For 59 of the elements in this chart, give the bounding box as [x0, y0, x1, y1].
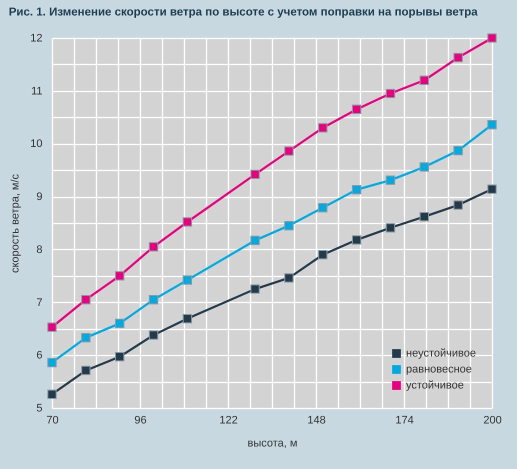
point [47, 358, 57, 368]
point [420, 76, 429, 85]
y-axis-title: скорость ветра, м/с [9, 173, 22, 274]
point [115, 352, 124, 362]
point [386, 223, 396, 232]
y-tick-label: 10 [30, 138, 42, 150]
legend-label: равновесное [406, 364, 472, 376]
point [284, 273, 294, 283]
point [148, 294, 158, 304]
x-tick-label: 200 [483, 414, 502, 426]
point [318, 250, 328, 260]
x-tick-label: 148 [307, 414, 326, 426]
point [47, 390, 57, 399]
chart-title: Рис. 1. Изменение скорости ветра по высоте с учетом поправки на порывы ветра [8, 6, 478, 18]
point [318, 123, 328, 133]
y-tick-label: 12 [30, 32, 42, 44]
x-tick-label: 174 [395, 414, 414, 426]
point [81, 333, 91, 342]
point [182, 275, 192, 285]
point [352, 185, 362, 194]
point [453, 146, 463, 156]
point [182, 314, 192, 324]
y-tick-label: 9 [36, 191, 42, 204]
point [487, 184, 497, 194]
point [453, 52, 463, 62]
point [250, 170, 260, 180]
y-tick-label: 8 [36, 244, 42, 256]
point [81, 294, 91, 304]
point [115, 271, 124, 281]
point [115, 318, 124, 328]
point [284, 220, 294, 230]
y-tick-label: 11 [31, 85, 42, 98]
point [386, 176, 396, 185]
point [148, 242, 158, 252]
point [386, 88, 396, 98]
point [420, 162, 429, 172]
point [250, 284, 260, 294]
y-tick-label: 5 [36, 402, 42, 414]
point [284, 146, 294, 156]
point [81, 366, 91, 376]
point [47, 322, 57, 332]
x-tick-label: 70 [46, 414, 59, 426]
point [182, 217, 192, 227]
point [453, 200, 463, 210]
point [250, 236, 260, 246]
legend-label: неустойчивое [406, 348, 476, 360]
point [318, 202, 328, 212]
y-tick-label: 6 [36, 350, 42, 362]
point [352, 235, 362, 245]
point [487, 120, 497, 130]
legend-label: устойчивое [406, 380, 464, 392]
y-tick-label: 7 [36, 296, 42, 309]
point [420, 212, 429, 222]
x-axis-title: высота, м [248, 438, 298, 450]
point [487, 33, 497, 43]
x-tick-label: 122 [219, 414, 238, 426]
x-tick-label: 96 [134, 414, 147, 426]
point [148, 330, 158, 340]
point [352, 104, 362, 114]
